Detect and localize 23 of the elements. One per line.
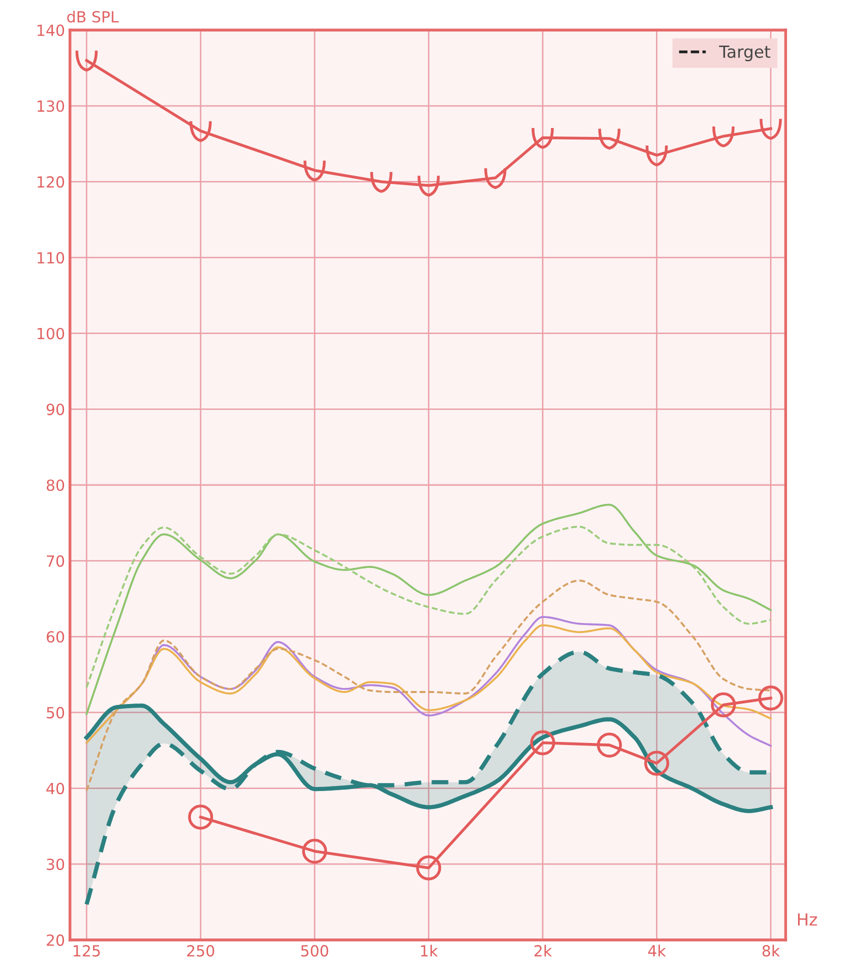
y-tick-label: 90 — [46, 404, 64, 416]
y-tick-label: 40 — [46, 782, 64, 794]
x-axis-title: Hz — [798, 913, 817, 926]
y-tick-label: 140 — [38, 24, 64, 36]
y-tick-label: 50 — [46, 706, 64, 718]
y-tick-label: 130 — [38, 100, 64, 112]
y-tick-label: 70 — [46, 555, 64, 567]
y-tick-label: 100 — [38, 328, 64, 340]
x-tick-label: 500 — [301, 945, 328, 957]
y-tick-label: 30 — [46, 858, 64, 870]
y-tick-label: 110 — [38, 252, 64, 264]
y-tick-label: 80 — [46, 479, 64, 492]
annotation: Target — [719, 46, 770, 62]
x-tick-label: 2k — [534, 944, 552, 956]
y-tick-label: 60 — [46, 631, 64, 643]
x-tick-label: 250 — [187, 945, 214, 957]
x-tick-label: 1k — [421, 944, 438, 956]
x-tick-label: 125 — [74, 945, 100, 957]
y-axis-title: dB SPL — [67, 10, 119, 23]
x-tick-label: 8k — [762, 944, 780, 957]
y-tick-label: 120 — [38, 176, 64, 188]
y-tick-label: 20 — [46, 934, 64, 946]
x-tick-label: 4k — [648, 944, 666, 956]
